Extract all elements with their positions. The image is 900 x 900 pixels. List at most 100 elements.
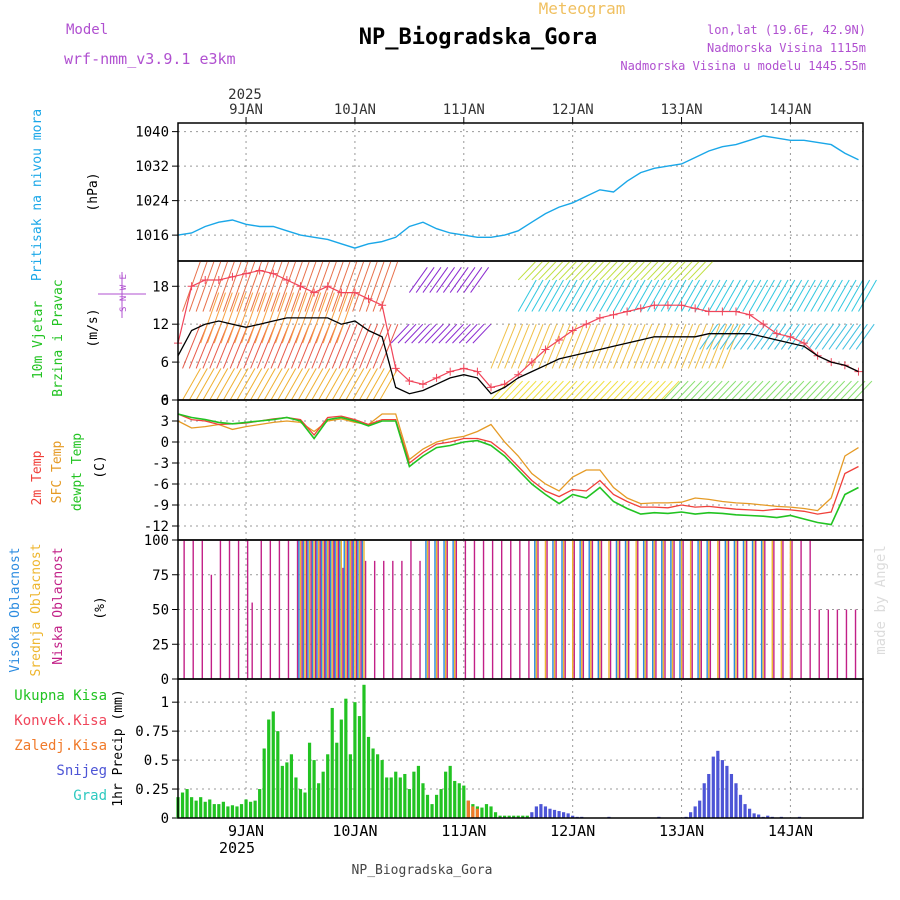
wind-barb-band xyxy=(324,260,344,312)
wind-barb-band xyxy=(524,323,544,369)
wind-barb-band xyxy=(826,380,846,401)
precip-total-bar xyxy=(212,804,216,818)
precip-legend-snow: Snijeg xyxy=(56,763,107,779)
precip-ytick-label: 0.5 xyxy=(144,753,169,769)
wind-barb-band xyxy=(551,260,571,281)
wind-barb-band xyxy=(592,323,612,369)
wind-barb-band xyxy=(776,279,796,312)
wind-barb-band xyxy=(721,279,741,312)
temp-ytick-label: -6 xyxy=(152,477,169,493)
top-date-label: 14JAN xyxy=(769,102,811,118)
meteogram-label: Meteogram xyxy=(539,0,626,18)
precip-snow-bar xyxy=(566,813,570,818)
precip-ytick-label: 0.75 xyxy=(135,724,169,740)
wind-barb-band xyxy=(660,323,680,369)
wind-barb-band xyxy=(331,260,351,312)
wind-gust-marker xyxy=(623,307,632,316)
wind-barb-band xyxy=(742,279,762,312)
precip-snow-bar xyxy=(757,814,761,818)
precip-total-bar xyxy=(321,771,325,818)
wind-barb-band xyxy=(558,323,578,369)
wind-barb-band xyxy=(207,292,226,344)
wind-barb-band xyxy=(699,323,719,350)
cloud-ylabel: (%) xyxy=(93,596,108,619)
wind-barb-band xyxy=(694,323,714,369)
wind-barb-band xyxy=(358,323,378,369)
precip-total-bar xyxy=(448,765,452,818)
wind-barb-band xyxy=(304,368,324,401)
temp-2m-line xyxy=(177,413,859,515)
precip-total-bar xyxy=(412,771,416,818)
wind-barb-band xyxy=(558,260,578,281)
wind-barb-band xyxy=(837,279,857,312)
wind-barb-band xyxy=(322,292,342,344)
wind-barb-band xyxy=(390,323,410,344)
wind-gust-marker xyxy=(527,358,536,367)
wind-barb-band xyxy=(765,380,784,401)
wind-subtitle: Brzina i Pravac xyxy=(51,279,66,396)
wind-barb-band xyxy=(222,260,242,312)
precip-total-bar xyxy=(262,748,266,818)
precip-total-bar xyxy=(498,815,502,818)
wind-barb-band xyxy=(626,380,646,401)
wind-gust-marker xyxy=(228,272,237,281)
wind-barb-band xyxy=(721,323,741,369)
cloud-low-title: Niska Oblacnost xyxy=(51,547,66,664)
wind-barb-band xyxy=(715,323,735,369)
precip-snow-bar xyxy=(530,812,534,818)
cloud-ytick-label: 75 xyxy=(152,568,169,584)
wind-barb-band xyxy=(268,292,288,344)
precip-freezing-bar xyxy=(466,800,470,818)
precip-total-bar xyxy=(525,815,529,818)
wind-barb-band xyxy=(740,323,759,350)
wind-barb-band xyxy=(810,279,830,312)
wind-barb-band xyxy=(606,260,626,281)
wind-barb-band xyxy=(613,323,632,369)
wind-barb-band xyxy=(808,323,827,350)
wind-barb-band xyxy=(188,260,208,312)
wind-barb-band xyxy=(449,267,469,293)
wind-barb-band xyxy=(821,323,841,350)
wind-barb-band xyxy=(470,267,490,293)
precip-total-bar xyxy=(326,754,330,818)
wind-ylabel: (m/s) xyxy=(86,308,101,347)
wind-barb-band xyxy=(202,368,222,401)
wind-barb-band xyxy=(465,323,485,344)
wind-barb-band xyxy=(263,368,283,401)
pressure-frame xyxy=(177,122,864,262)
bottom-year-label: 2025 xyxy=(219,839,255,857)
wind-barb-band xyxy=(284,368,304,401)
wind-barb-band xyxy=(365,323,385,369)
wind-gust-marker xyxy=(541,345,550,354)
wind-barb-band xyxy=(397,323,417,344)
wind-barb-band xyxy=(572,323,592,369)
wind-gust-marker xyxy=(446,367,455,376)
footer-station: NP_Biogradska_Gora xyxy=(352,863,493,878)
precip-total-bar xyxy=(403,773,407,818)
wind-barb-band xyxy=(710,380,730,401)
wind-barb-band xyxy=(445,323,465,344)
wind-barb-band xyxy=(510,323,530,369)
wind-gust-marker xyxy=(731,307,740,316)
wind-gust-marker xyxy=(677,301,686,310)
wind-barb-band xyxy=(538,279,558,312)
temp-ytick-label: -12 xyxy=(144,519,169,535)
wind-barb-band xyxy=(572,380,592,401)
wind-barb-band xyxy=(436,267,455,293)
wind-barb-band xyxy=(758,380,778,401)
precip-snow-bar xyxy=(716,750,720,818)
wind-barb-band xyxy=(660,279,680,312)
wind-barb-band xyxy=(778,380,798,401)
precip-snow-bar xyxy=(711,756,715,818)
precip-legend-conv: Konvek.Kisa xyxy=(14,713,107,729)
wind-barb-band xyxy=(715,279,735,312)
wind-barb-band xyxy=(647,260,666,281)
wind-barb-band xyxy=(408,267,428,293)
wind-barb-band xyxy=(531,323,551,369)
wind-barb-band xyxy=(626,260,646,281)
wind-barb-band xyxy=(726,323,746,350)
wind-barb-band xyxy=(565,279,585,312)
wind-barb-band xyxy=(660,380,680,401)
precip-total-bar xyxy=(493,812,498,818)
wind-barb-band xyxy=(653,380,673,401)
